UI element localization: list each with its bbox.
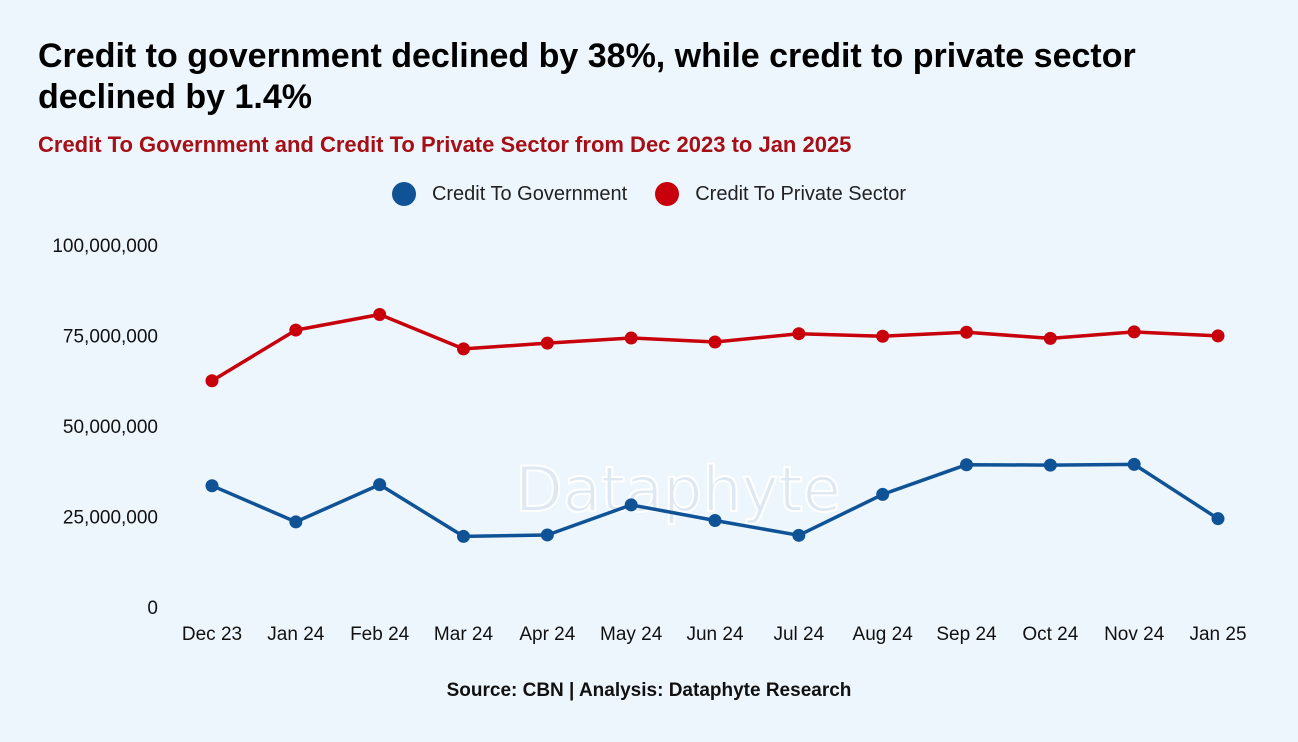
x-tick-label: Jan 25	[1189, 624, 1246, 645]
x-tick-label: Jan 24	[267, 624, 324, 645]
data-point-government[interactable]	[960, 458, 973, 472]
x-tick-label: Mar 24	[434, 624, 494, 645]
y-tick-label: 50,000,000	[63, 417, 158, 438]
x-tick-label: Aug 24	[853, 624, 914, 645]
data-point-government[interactable]	[876, 487, 890, 501]
data-point-private-sector[interactable]	[457, 342, 470, 356]
data-point-government[interactable]	[1127, 457, 1141, 471]
chart-subtitle: Credit To Government and Credit To Priva…	[38, 132, 852, 157]
data-point-government[interactable]	[1043, 458, 1057, 472]
x-tick-label: Nov 24	[1104, 624, 1165, 645]
data-point-private-sector[interactable]	[624, 331, 638, 345]
data-point-government[interactable]	[792, 528, 806, 542]
x-axis: Dec 23 Jan 24 Feb 24 Mar 24 Apr 24 May 24 Jun …	[182, 624, 1247, 645]
data-point-private-sector[interactable]	[1127, 325, 1141, 339]
legend: Credit To Government Credit To Private S…	[0, 182, 1298, 206]
x-tick-label: Dec 23	[182, 624, 242, 645]
data-point-private-sector[interactable]	[960, 325, 973, 339]
legend-label-government: Credit To Government	[431, 182, 628, 205]
data-point-private-sector[interactable]	[540, 336, 554, 350]
legend-marker-private-sector	[655, 182, 680, 206]
data-point-private-sector[interactable]	[708, 335, 722, 349]
legend-item-private-sector[interactable]: Credit To Private Sector	[655, 182, 906, 206]
data-point-private-sector[interactable]	[373, 308, 387, 322]
x-tick-label: Apr 24	[519, 624, 575, 645]
data-point-private-sector[interactable]	[289, 323, 303, 337]
data-point-government[interactable]	[540, 528, 554, 542]
data-point-private-sector[interactable]	[792, 327, 806, 341]
y-tick-label: 100,000,000	[52, 236, 158, 257]
data-point-government[interactable]	[1211, 512, 1225, 526]
chart-title: Credit to government declined by 38%, wh…	[38, 37, 1136, 116]
x-tick-label: Jul 24	[773, 624, 824, 645]
x-tick-label: Feb 24	[350, 624, 410, 645]
y-tick-label: 0	[147, 598, 158, 619]
legend-marker-government	[391, 182, 416, 206]
legend-label-private-sector: Credit To Private Sector	[695, 182, 907, 205]
y-axis: 0 25,000,000 50,000,000 75,000,000 100,000,0…	[52, 236, 158, 619]
data-point-government[interactable]	[373, 478, 387, 492]
x-tick-label: Oct 24	[1022, 624, 1078, 645]
x-tick-label: May 24	[600, 624, 663, 645]
legend-item-government[interactable]: Credit To Government	[391, 182, 628, 206]
source-note: Source: CBN | Analysis: Dataphyte Resear…	[446, 680, 852, 701]
data-point-private-sector[interactable]	[876, 329, 890, 343]
data-point-government[interactable]	[457, 529, 470, 543]
y-tick-label: 75,000,000	[63, 327, 158, 348]
data-point-private-sector[interactable]	[1211, 329, 1225, 343]
data-point-government[interactable]	[289, 515, 303, 529]
data-point-private-sector[interactable]	[205, 374, 219, 388]
data-point-government[interactable]	[205, 479, 219, 493]
x-tick-label: Sep 24	[936, 624, 997, 645]
data-point-government[interactable]	[708, 513, 722, 527]
y-tick-label: 25,000,000	[63, 508, 158, 529]
series-points	[205, 308, 1225, 543]
x-tick-label: Jun 24	[686, 624, 743, 645]
data-point-private-sector[interactable]	[1043, 331, 1057, 345]
data-point-government[interactable]	[624, 498, 638, 512]
